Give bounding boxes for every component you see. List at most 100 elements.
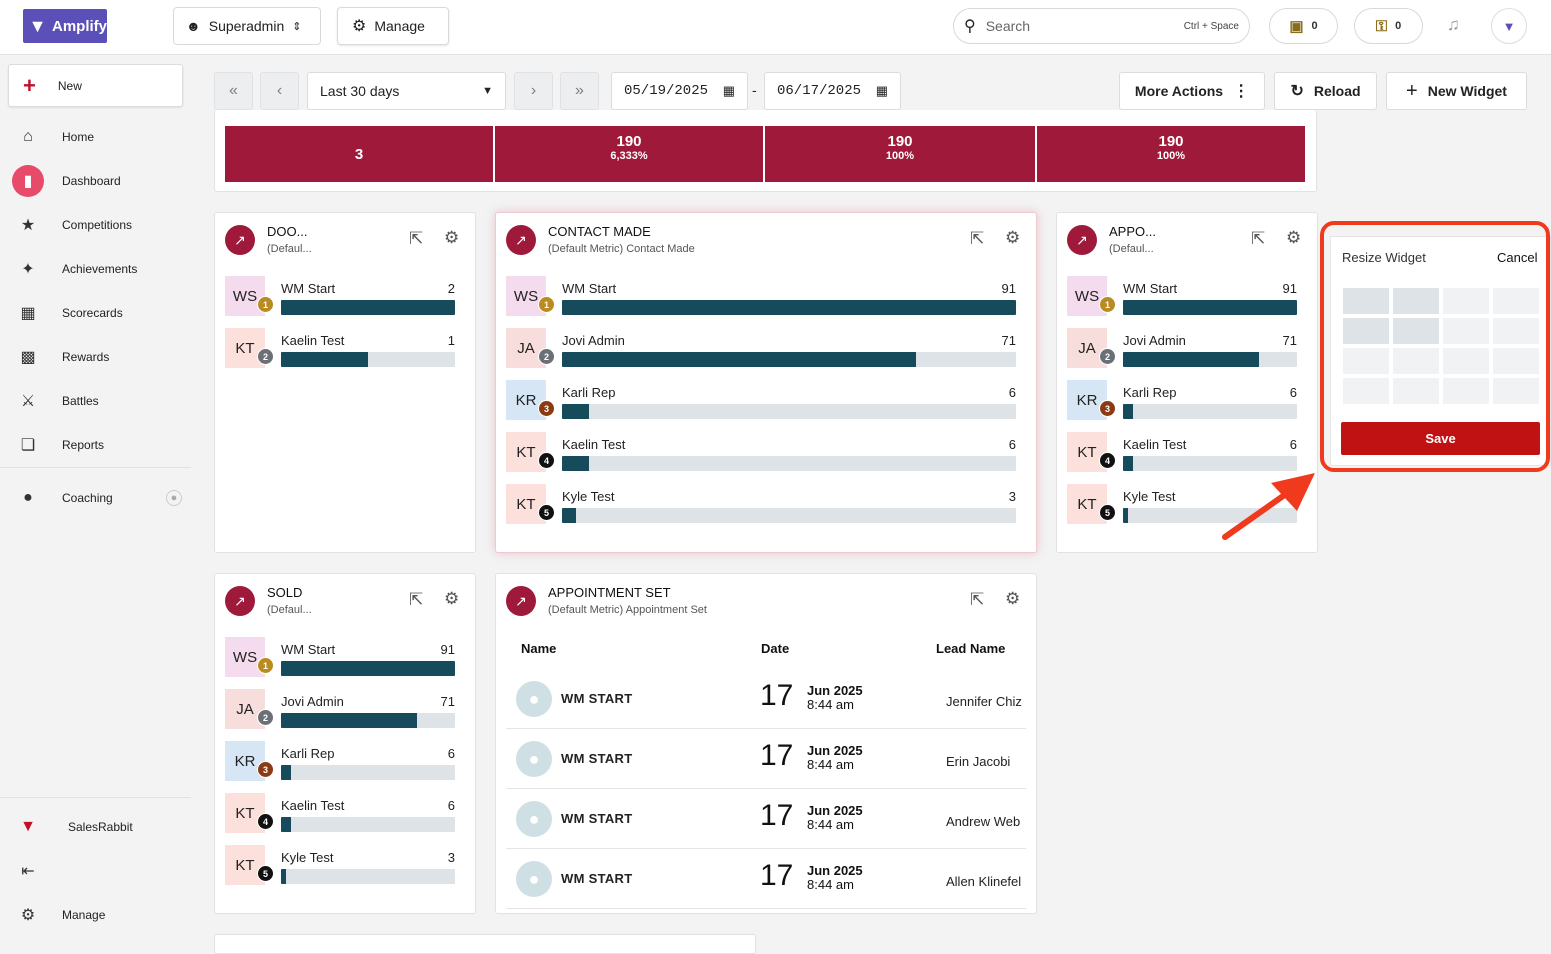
col-header-lead[interactable]: Lead Name xyxy=(936,641,1006,656)
leaderboard-row[interactable]: KR 3 Karli Rep 6 xyxy=(506,380,1016,422)
collapse-sidebar-button[interactable]: ⇤ xyxy=(12,856,182,886)
gear-icon[interactable]: ⚙ xyxy=(1005,228,1021,247)
last-period-button[interactable]: » xyxy=(560,72,599,110)
rep-name: Kaelin Test xyxy=(1123,437,1187,452)
resize-grid-cell[interactable] xyxy=(1343,378,1389,404)
sidebar-item-achievements[interactable]: ✦ Achievements xyxy=(12,254,182,284)
reload-button[interactable]: ↻ Reload xyxy=(1274,72,1377,110)
leaderboard-row[interactable]: JA 2 Jovi Admin 71 xyxy=(506,328,1016,370)
widget-door[interactable]: ↗ DOO... (Defaul... ⇱ ⚙ WS 1 WM Start 2 KT 2 Kaelin… xyxy=(214,212,476,553)
new-widget-button[interactable]: + New Widget xyxy=(1386,72,1527,110)
resize-grid-cell[interactable] xyxy=(1443,288,1489,314)
leaderboard-row[interactable]: KT 4 Kaelin Test 6 xyxy=(225,793,455,835)
resize-grid-cell[interactable] xyxy=(1393,318,1439,344)
avatar: KR xyxy=(225,741,265,781)
leaderboard-row[interactable]: JA 2 Jovi Admin 71 xyxy=(1067,328,1297,370)
expand-icon[interactable]: ⇱ xyxy=(409,590,424,609)
next-period-button[interactable]: › xyxy=(514,72,553,110)
save-button[interactable]: Save xyxy=(1341,422,1540,455)
progress-track xyxy=(281,869,455,884)
resize-grid-cell[interactable] xyxy=(1393,348,1439,374)
end-date-input[interactable]: 06/17/2025 ▦ xyxy=(764,72,901,110)
wallet-counter[interactable]: ▣ 0 xyxy=(1269,8,1338,44)
cancel-button[interactable]: Cancel xyxy=(1497,250,1538,265)
trend-up-icon: ↗ xyxy=(1067,225,1097,255)
amplify-logo[interactable]: ▼ Amplify xyxy=(23,9,107,43)
start-date-input[interactable]: 05/19/2025 ▦ xyxy=(611,72,748,110)
table-row[interactable]: ● WM START 17 Jun 2025 8:44 am Jennifer Chiz xyxy=(506,669,1026,729)
first-period-button[interactable]: « xyxy=(214,72,253,110)
gear-icon[interactable]: ⚙ xyxy=(444,228,460,247)
progress-track xyxy=(1123,352,1297,367)
table-row[interactable]: ● WM START 17 Jun 2025 8:44 am Allen Klinefel xyxy=(506,849,1026,909)
user-placeholder-icon: ● xyxy=(516,681,552,717)
sidebar-item-scorecards[interactable]: ▦ Scorecards xyxy=(12,298,182,328)
table-row[interactable]: ● WM START 17 Jun 2025 8:44 am Erin Jacobi xyxy=(506,729,1026,789)
resize-grid-cell[interactable] xyxy=(1393,288,1439,314)
col-header-date[interactable]: Date xyxy=(761,641,790,656)
lead-name: Erin Jacobi xyxy=(946,754,1011,769)
manage-button[interactable]: ⚙ Manage xyxy=(337,7,449,45)
expand-icon[interactable]: ⇱ xyxy=(970,590,985,609)
resize-grid-cell[interactable] xyxy=(1393,378,1439,404)
expand-icon[interactable]: ⇱ xyxy=(409,229,424,248)
progress-fill xyxy=(1123,404,1134,419)
user-avatar[interactable]: ▼ xyxy=(1491,8,1527,44)
resize-grid-cell[interactable] xyxy=(1493,378,1539,404)
progress-track xyxy=(281,713,455,728)
expand-icon[interactable]: ⇱ xyxy=(970,229,985,248)
sidebar-item-rewards[interactable]: ▩ Rewards xyxy=(12,342,182,372)
coins-counter[interactable]: ⚿ 0 xyxy=(1354,8,1423,44)
sidebar-item-reports[interactable]: ❏ Reports xyxy=(12,430,182,460)
leaderboard-row[interactable]: KR 3 Karli Rep 6 xyxy=(1067,380,1297,422)
widget-sold[interactable]: ↗ SOLD (Defaul... ⇱ ⚙ WS 1 WM Start 91 JA 2 Jovi Ad… xyxy=(214,573,476,914)
avatar-logo-icon: ▼ xyxy=(1502,18,1516,34)
leaderboard-row[interactable]: WS 1 WM Start 91 xyxy=(506,276,1016,318)
leaderboard-row[interactable]: KT 4 Kaelin Test 6 xyxy=(1067,432,1297,474)
new-button[interactable]: + New xyxy=(8,64,183,107)
date-range-select[interactable]: Last 30 days ▼ xyxy=(307,72,506,110)
rank-badge: 3 xyxy=(538,400,555,417)
leaderboard-row[interactable]: KR 3 Karli Rep 6 xyxy=(225,741,455,783)
leaderboard-row[interactable]: WS 1 WM Start 91 xyxy=(225,637,455,679)
rank-badge: 2 xyxy=(538,348,555,365)
sidebar-item-battles[interactable]: ⚔ Battles xyxy=(12,386,182,416)
resize-grid-cell[interactable] xyxy=(1493,348,1539,374)
leaderboard-row[interactable]: KT 2 Kaelin Test 1 xyxy=(225,328,455,370)
col-header-name[interactable]: Name xyxy=(521,641,557,656)
sidebar-item-coaching[interactable]: ● Coaching ● xyxy=(12,483,182,513)
resize-grid-cell[interactable] xyxy=(1443,318,1489,344)
leaderboard-row[interactable]: JA 2 Jovi Admin 71 xyxy=(225,689,455,731)
more-actions-button[interactable]: More Actions ⋮ xyxy=(1119,72,1265,110)
role-selector[interactable]: ☻ Superadmin ⇕ xyxy=(173,7,321,45)
resize-grid-cell[interactable] xyxy=(1443,348,1489,374)
expand-icon[interactable]: ⇱ xyxy=(1251,229,1266,248)
resize-grid-cell[interactable] xyxy=(1493,288,1539,314)
resize-grid-cell[interactable] xyxy=(1493,318,1539,344)
bell-icon[interactable]: ♫ xyxy=(1447,15,1460,34)
sidebar-item-dashboard[interactable]: ▮ Dashboard xyxy=(12,165,182,197)
sidebar-item-salesrabbit[interactable]: ▼ SalesRabbit xyxy=(12,812,182,842)
rep-value: 2 xyxy=(447,281,455,296)
resize-grid-cell[interactable] xyxy=(1343,348,1389,374)
prev-period-button[interactable]: ‹ xyxy=(260,72,299,110)
table-row[interactable]: ● WM START 17 Jun 2025 8:44 am Andrew Web xyxy=(506,789,1026,849)
sidebar-item-home[interactable]: ⌂ Home xyxy=(12,122,182,152)
widget-appointment-set[interactable]: ↗ APPOINTMENT SET (Default Metric) Appoi… xyxy=(495,573,1037,914)
leaderboard-row[interactable]: WS 1 WM Start 91 xyxy=(1067,276,1297,318)
progress-fill xyxy=(1123,508,1129,523)
sidebar-item-competitions[interactable]: ★ Competitions xyxy=(12,210,182,240)
resize-grid-cell[interactable] xyxy=(1343,318,1389,344)
leaderboard-row[interactable]: WS 1 WM Start 2 xyxy=(225,276,455,318)
resize-grid-cell[interactable] xyxy=(1443,378,1489,404)
search-input[interactable]: ⚲ Search Ctrl + Space xyxy=(953,8,1250,44)
widget-contact-made[interactable]: ↗ CONTACT MADE (Default Metric) Contact Ma… xyxy=(495,212,1037,553)
gear-icon[interactable]: ⚙ xyxy=(1005,589,1021,608)
resize-grid-cell[interactable] xyxy=(1343,288,1389,314)
gear-icon[interactable]: ⚙ xyxy=(1286,228,1302,247)
leaderboard-row[interactable]: KT 4 Kaelin Test 6 xyxy=(506,432,1016,474)
sidebar-item-manage[interactable]: ⚙ Manage xyxy=(12,900,182,930)
gear-icon[interactable]: ⚙ xyxy=(444,589,460,608)
